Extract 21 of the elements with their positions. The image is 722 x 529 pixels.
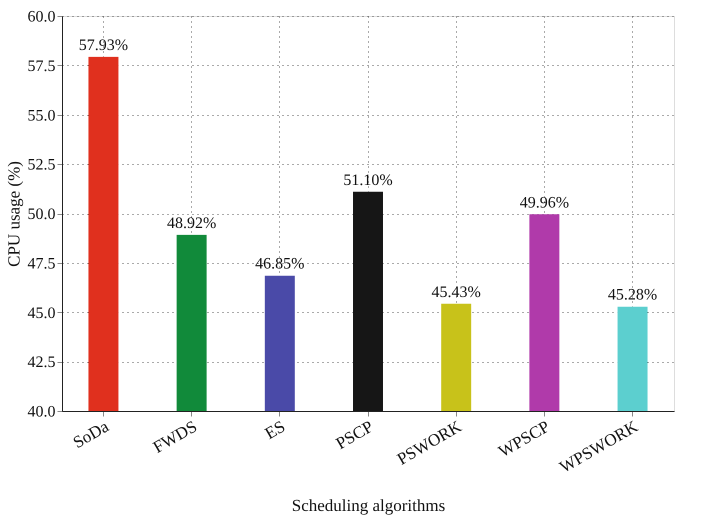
data-label: 45.43% [432,284,481,301]
y-tick-label: 45.0 [28,304,56,322]
x-tick-label: ES [262,416,288,444]
y-tick-label: 50.0 [28,206,56,223]
data-label: 45.28% [608,286,658,304]
x-tick-label: PSCP [332,416,376,454]
x-axis-title: Scheduling algorithms [292,496,446,515]
data-label: 51.10% [343,172,393,189]
y-tick-label: 47.5 [28,255,56,272]
y-tick-label: 60.0 [28,8,56,26]
y-tick-label: 52.5 [28,156,56,174]
data-label: 49.96% [520,194,570,212]
x-tick-label: SoDa [70,416,112,452]
y-tick-label: 55.0 [28,107,56,124]
data-label: 46.85% [255,256,304,273]
y-axis-title: CPU usage (%) [4,161,24,267]
y-tick-label: 57.5 [28,58,56,75]
y-tick-label: 40.0 [28,404,56,420]
y-tick-label: 42.5 [28,354,56,372]
data-label: 48.92% [166,214,216,232]
data-label: 57.93% [78,36,128,54]
